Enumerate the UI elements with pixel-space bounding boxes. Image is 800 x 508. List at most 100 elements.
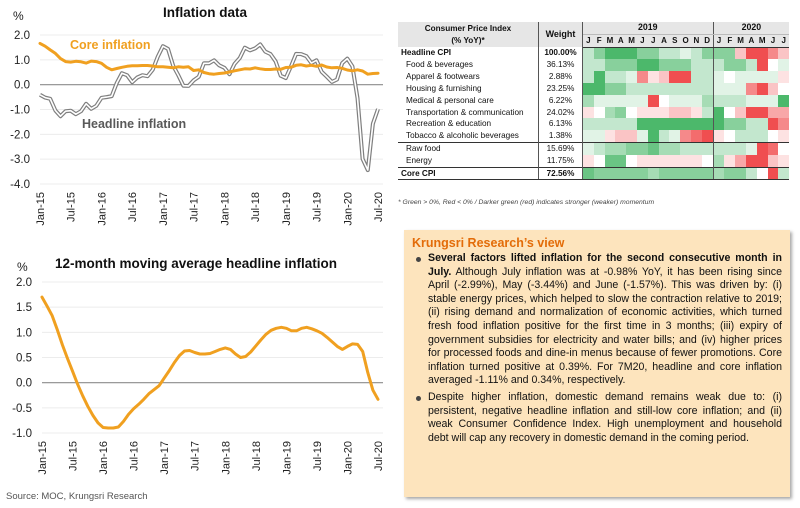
y-tick-label: -2.0 [10,129,30,141]
month-header: J [713,34,725,48]
heatmap-cell [756,82,768,95]
heatmap-cell [745,106,757,119]
heatmap-cell [615,47,627,60]
heatmap-cell [756,94,768,107]
y-tick-label: 1.5 [16,302,32,314]
y-tick-label: 1.0 [14,55,30,67]
heatmap-cell [767,71,779,83]
row-category: Food & beverages [398,59,539,72]
heatmap-cell [735,130,746,143]
heatmap-cell [615,166,627,181]
heatmap-cell [701,94,714,107]
heatmap-cell [680,141,691,155]
heatmap-cell [680,47,691,60]
heatmap-cell [735,59,746,72]
heatmap-cell [680,106,691,119]
heatmap-cell [745,130,757,143]
heatmap-cell [615,141,627,155]
heatmap-cell [724,47,736,60]
heatmap-cell [701,118,714,131]
heatmap-cell [756,71,768,83]
heatmap-cell [636,94,648,107]
heatmap-cell [724,82,736,95]
heatmap-cell [615,130,627,143]
heatmap-cell [582,118,594,131]
heatmap-cell [701,141,714,155]
chart2-series [40,295,380,430]
row-category: Apparel & footwears [398,71,539,83]
heatmap-cell [680,82,691,95]
heatmap-cell [680,154,691,168]
heatmap-cell [713,130,725,143]
heatmap-cell [582,59,594,72]
heatmap-cell [626,82,637,95]
heatmap-cell [690,154,702,168]
heatmap-cell [745,59,757,72]
heatmap-cell [593,82,605,95]
y-tick-label: -1.0 [12,428,32,440]
header-category: Consumer Price Index (% YoY)* [398,22,539,48]
row-weight: 72.56% [538,166,583,181]
heatmap-cell [615,71,627,83]
heatmap-cell [647,82,659,95]
heatmap-cell [756,141,768,155]
heatmap-cell [615,118,627,131]
heatmap-cell [701,130,714,143]
heatmap-cell [756,130,768,143]
heatmap-cell [767,166,779,181]
month-header: M [735,34,746,48]
x-tick-label: Jul-20 [373,441,385,471]
row-category: Raw food [398,141,539,155]
y-tick-label: -1.0 [10,105,30,117]
heatmap-cell [669,106,681,119]
heatmap-cell [680,94,691,107]
heatmap-cell [745,82,757,95]
table-row: Raw food 15.69% [398,141,790,155]
y-tick-label: 2.0 [14,30,30,42]
row-weight: 6.22% [538,94,583,107]
heatmap-cell [713,118,725,131]
x-tick-label: Jul-16 [127,192,139,222]
heatmap-cell [615,106,627,119]
heatmap-cell [669,71,681,83]
x-tick-label: Jan-15 [35,192,47,226]
x-tick-label: Jan-17 [158,192,170,226]
heatmap-cell [647,130,659,143]
y-tick-label: -3.0 [10,154,30,166]
heatmap-cell [669,130,681,143]
heatmap-cell [735,82,746,95]
heatmap-cell [778,154,790,168]
month-header: M [756,34,768,48]
heatmap-cell [626,154,637,168]
inflation-data-chart: Inflation data % 2.0 1.0 0.0 -1.0 -2.0 -3.0 -4… [10,5,385,226]
header-year-2019: 2019 [582,22,714,35]
heatmap-cell [626,130,637,143]
heatmap-cell [735,47,746,60]
heatmap-cell [690,47,702,60]
heatmap-cell [690,118,702,131]
heatmap-cell [626,141,637,155]
month-header: A [658,34,670,48]
heatmap-cell [669,141,681,155]
heatmap-cell [604,82,616,95]
heatmap-cell [745,154,757,168]
bullet-icon [416,395,421,401]
y-tick-label: 1.0 [16,327,32,339]
heatmap-cell [604,166,616,181]
month-header: F [724,34,736,48]
heatmap-cell [756,154,768,168]
heatmap-cell [626,94,637,107]
heatmap-cell [658,141,670,155]
bullet-icon [416,257,421,262]
month-header: J [767,34,779,48]
month-header: J [582,34,594,48]
heatmap-cell [636,130,648,143]
heatmap-cell [778,94,790,107]
heatmap-cell [582,82,594,95]
x-tick-label: Jan-20 [342,441,354,475]
heatmap-cell [669,94,681,107]
heatmap-cell [690,59,702,72]
heatmap-cell [604,59,616,72]
heatmap-cell [680,166,691,181]
